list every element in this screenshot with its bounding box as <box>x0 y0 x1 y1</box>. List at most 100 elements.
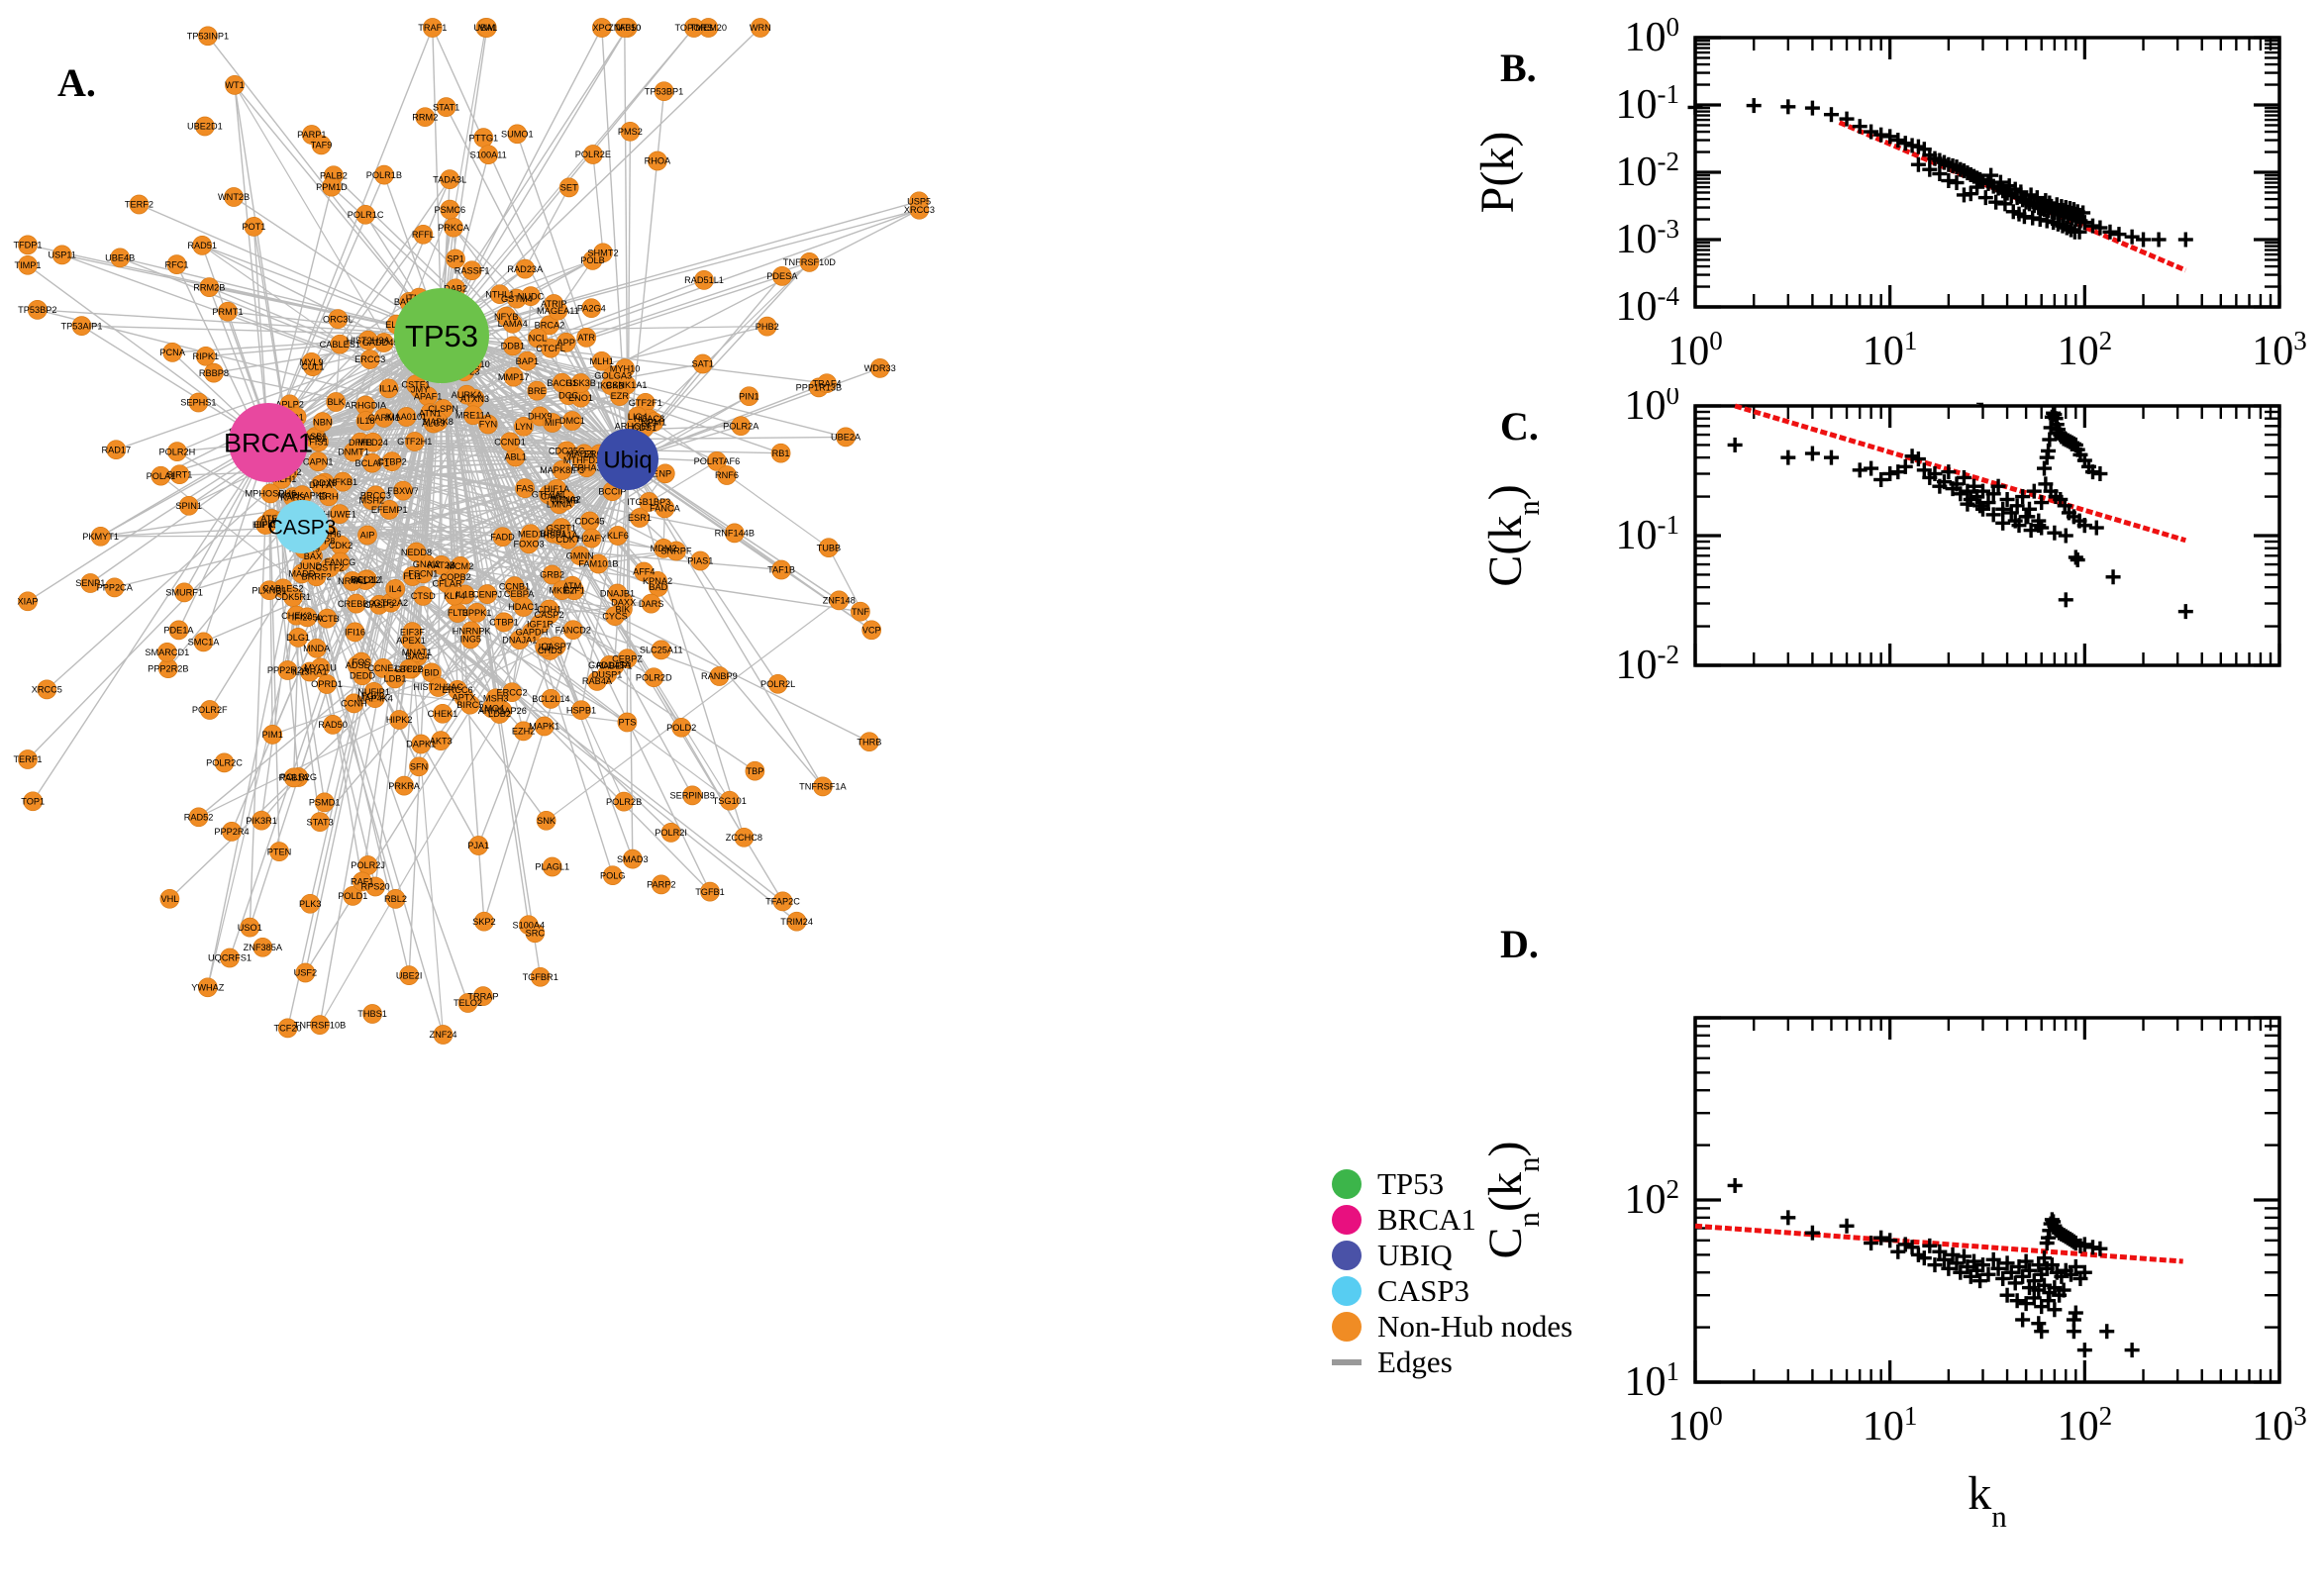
network-node[interactable] <box>620 121 641 142</box>
network-node[interactable] <box>771 266 792 286</box>
network-node[interactable] <box>406 542 427 562</box>
network-node[interactable] <box>411 734 432 754</box>
network-node[interactable] <box>530 614 551 635</box>
network-node[interactable] <box>503 336 523 356</box>
network-node[interactable] <box>562 620 583 641</box>
network-node[interactable] <box>731 416 752 437</box>
network-node[interactable] <box>551 525 570 546</box>
network-node[interactable] <box>306 638 327 658</box>
network-node[interactable] <box>301 351 322 372</box>
network-node[interactable] <box>292 563 312 584</box>
network-node[interactable] <box>399 965 419 985</box>
network-node[interactable] <box>90 526 111 547</box>
network-node[interactable] <box>357 525 377 546</box>
network-node[interactable] <box>682 785 703 806</box>
network-node[interactable] <box>362 452 382 473</box>
network-node[interactable] <box>283 767 304 788</box>
network-node[interactable] <box>690 550 711 571</box>
network-node[interactable] <box>542 413 562 433</box>
network-node[interactable] <box>528 328 548 349</box>
network-node[interactable] <box>542 856 562 877</box>
network-node[interactable] <box>569 546 590 566</box>
network-node[interactable] <box>312 412 333 432</box>
network-node[interactable] <box>317 608 338 629</box>
network-node[interactable] <box>428 411 449 432</box>
network-node[interactable] <box>548 300 568 321</box>
network-node[interactable] <box>489 284 510 305</box>
network-node[interactable] <box>262 725 283 745</box>
network-node[interactable] <box>496 306 517 327</box>
network-node[interactable] <box>394 775 414 796</box>
network-node[interactable] <box>214 752 235 773</box>
network-node[interactable] <box>745 760 765 781</box>
network-node[interactable] <box>413 224 434 245</box>
network-node[interactable] <box>448 680 467 700</box>
network-node[interactable] <box>459 694 480 715</box>
network-node[interactable] <box>330 551 351 572</box>
network-node[interactable] <box>361 490 382 510</box>
network-node[interactable] <box>323 715 343 735</box>
network-node[interactable] <box>692 353 713 374</box>
network-node[interactable] <box>767 673 788 694</box>
network-node[interactable] <box>514 416 534 437</box>
network-node[interactable] <box>520 524 541 545</box>
network-node[interactable] <box>168 620 189 641</box>
network-node[interactable] <box>750 18 770 38</box>
network-node[interactable] <box>651 640 671 660</box>
network-node[interactable] <box>195 346 216 366</box>
network-node[interactable] <box>188 392 209 413</box>
network-node[interactable] <box>433 703 453 724</box>
network-node[interactable] <box>277 1018 298 1039</box>
network-node[interactable] <box>396 407 417 427</box>
network-node[interactable] <box>615 358 635 378</box>
network-node[interactable] <box>382 451 402 471</box>
network-node[interactable] <box>478 414 498 435</box>
network-node[interactable] <box>700 881 720 902</box>
network-node[interactable] <box>813 776 833 797</box>
network-node[interactable] <box>562 411 582 431</box>
network-node[interactable] <box>539 599 559 620</box>
network-node[interactable] <box>639 492 659 512</box>
network-node[interactable] <box>570 373 591 393</box>
network-node[interactable] <box>492 527 513 548</box>
network-node[interactable] <box>343 571 362 591</box>
network-node[interactable] <box>651 874 671 895</box>
network-node[interactable] <box>542 564 562 585</box>
network-node[interactable] <box>601 375 621 396</box>
network-node[interactable] <box>536 810 556 831</box>
network-node[interactable] <box>541 689 561 709</box>
network-node[interactable] <box>694 270 714 290</box>
network-node[interactable] <box>717 465 737 485</box>
network-node[interactable] <box>571 700 591 721</box>
network-node[interactable] <box>317 674 337 694</box>
network-node[interactable] <box>466 602 487 623</box>
hub-node-tp53[interactable] <box>394 288 489 383</box>
network-node[interactable] <box>18 749 38 769</box>
network-node[interactable] <box>71 316 92 336</box>
network-node[interactable] <box>222 822 242 842</box>
network-node[interactable] <box>614 18 635 38</box>
network-node[interactable] <box>259 580 279 601</box>
network-node[interactable] <box>363 682 384 702</box>
network-node[interactable] <box>326 392 347 412</box>
network-node[interactable] <box>415 107 436 128</box>
network-node[interactable] <box>552 460 572 480</box>
network-node[interactable] <box>385 579 406 599</box>
network-node[interactable] <box>861 620 882 641</box>
network-node[interactable] <box>799 252 820 272</box>
network-node[interactable] <box>507 124 528 145</box>
network-node[interactable] <box>587 671 607 691</box>
network-node[interactable] <box>521 286 541 306</box>
network-node[interactable] <box>456 384 477 405</box>
network-node[interactable] <box>192 236 213 255</box>
network-node[interactable] <box>734 827 755 848</box>
network-node[interactable] <box>413 586 434 606</box>
network-node[interactable] <box>252 810 271 831</box>
network-node[interactable] <box>159 888 180 909</box>
network-node[interactable] <box>224 187 244 207</box>
network-node[interactable] <box>660 823 681 843</box>
network-node[interactable] <box>683 18 704 38</box>
network-node[interactable] <box>515 258 536 279</box>
network-node[interactable] <box>772 891 793 912</box>
network-node[interactable] <box>23 791 44 812</box>
